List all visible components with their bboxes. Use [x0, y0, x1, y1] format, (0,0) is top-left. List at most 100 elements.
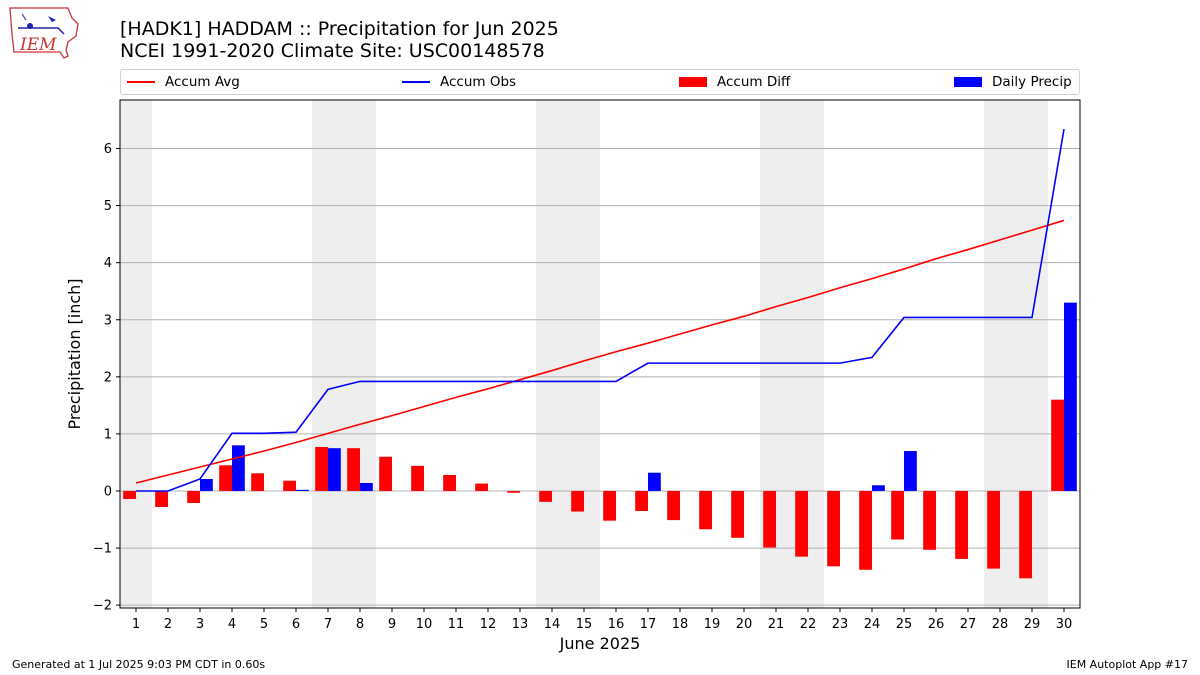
x-tick-label: 10 — [416, 617, 433, 632]
x-tick-label: 17 — [640, 617, 657, 632]
x-tick-label: 16 — [608, 617, 625, 632]
legend-item-daily-precip: Daily Precip — [954, 70, 1072, 94]
accum-diff-bar — [891, 490, 904, 540]
accum-diff-bar — [1051, 399, 1064, 491]
x-tick-label: 3 — [196, 617, 204, 632]
weekend-band — [120, 100, 152, 608]
x-tick-label: 19 — [704, 617, 721, 632]
x-tick-label: 12 — [480, 617, 497, 632]
iem-logo: IEM — [8, 4, 82, 60]
x-tick-label: 18 — [672, 617, 689, 632]
x-tick-label: 9 — [388, 617, 396, 632]
iowa-map-icon: IEM — [9, 7, 79, 59]
accum-avg-line — [135, 219, 1065, 484]
y-tick-label: 0 — [104, 484, 112, 499]
accum-diff-bar — [155, 490, 168, 507]
accum-diff-bar — [411, 465, 424, 491]
daily-precip-bar — [200, 479, 213, 491]
x-axis-label: June 2025 — [559, 634, 641, 653]
accum-diff-bar — [443, 475, 456, 491]
accum-diff-bar — [251, 473, 264, 491]
legend-swatch-accum-obs — [402, 81, 430, 83]
daily-precip-bar — [328, 448, 341, 491]
legend-label-accum-avg: Accum Avg — [165, 74, 240, 90]
daily-precip-bar — [1064, 302, 1077, 491]
y-tick-label: −1 — [93, 542, 112, 557]
y-tick-label: 2 — [104, 370, 112, 385]
chart-subtitle: NCEI 1991-2020 Climate Site: USC00148578 — [120, 40, 545, 62]
x-tick-label: 27 — [960, 617, 977, 632]
y-axis-label: Precipitation [inch] — [65, 278, 84, 429]
x-tick-label: 24 — [864, 617, 881, 632]
x-tick-label: 6 — [292, 617, 300, 632]
x-tick-label: 23 — [832, 617, 849, 632]
accum-diff-bar — [635, 490, 648, 511]
x-tick-label: 2 — [164, 617, 172, 632]
accum-diff-bar — [347, 448, 360, 491]
accum-diff-bar — [763, 490, 776, 548]
x-tick-label: 29 — [1024, 617, 1041, 632]
footer-generated: Generated at 1 Jul 2025 9:03 PM CDT in 0… — [12, 658, 266, 671]
y-tick-label: −2 — [93, 599, 112, 614]
legend-item-accum-obs: Accum Obs — [402, 70, 516, 94]
x-tick-label: 11 — [448, 617, 465, 632]
accum-diff-bar — [187, 490, 200, 503]
daily-precip-bar — [872, 485, 885, 491]
x-tick-label: 30 — [1056, 617, 1073, 632]
weekend-band — [312, 100, 376, 608]
x-tick-label: 7 — [324, 617, 332, 632]
x-tick-label: 5 — [260, 617, 268, 632]
legend-swatch-daily-precip — [954, 77, 982, 87]
accum-diff-bar — [315, 447, 328, 491]
accum-diff-bar — [699, 490, 712, 530]
chart-legend: Accum Avg Accum Obs Accum Diff Daily Pre… — [120, 69, 1080, 95]
legend-item-accum-diff: Accum Diff — [679, 70, 790, 94]
y-tick-label: 3 — [104, 313, 112, 328]
x-tick-label: 22 — [800, 617, 817, 632]
x-tick-label: 26 — [928, 617, 945, 632]
accum-diff-bar — [1019, 490, 1032, 579]
accum-diff-bar — [859, 490, 872, 570]
accum-diff-bar — [379, 456, 392, 491]
accum-diff-bar — [571, 490, 584, 512]
footer-app: IEM Autoplot App #17 — [1066, 658, 1189, 671]
plot-frame — [119, 99, 1081, 609]
accum-diff-bar — [731, 490, 744, 538]
x-tick-label: 1 — [132, 617, 140, 632]
legend-item-accum-avg: Accum Avg — [127, 70, 240, 94]
x-tick-label: 8 — [356, 617, 364, 632]
x-tick-label: 4 — [228, 617, 236, 632]
y-tick-label: 5 — [104, 199, 112, 214]
accum-diff-bar — [123, 490, 136, 499]
accum-diff-bar — [539, 490, 552, 502]
accum-diff-bar — [667, 490, 680, 521]
x-tick-label: 14 — [544, 617, 561, 632]
accum-obs-line — [136, 128, 1065, 492]
legend-swatch-accum-avg — [127, 81, 155, 83]
accum-diff-bar — [827, 490, 840, 567]
accum-diff-bar — [987, 490, 1000, 569]
daily-precip-bar — [360, 482, 373, 491]
legend-swatch-accum-diff — [679, 77, 707, 87]
daily-precip-bar — [648, 472, 661, 491]
accum-diff-bar — [955, 490, 968, 559]
daily-precip-bar — [232, 445, 245, 491]
chart-title: [HADK1] HADDAM :: Precipitation for Jun … — [120, 18, 559, 40]
daily-precip-bar — [296, 489, 309, 491]
y-tick-label: 4 — [104, 256, 112, 271]
y-tick-label: 6 — [104, 142, 112, 157]
legend-label-accum-diff: Accum Diff — [717, 74, 791, 90]
accum-diff-bar — [475, 483, 488, 491]
accum-diff-bar — [603, 490, 616, 521]
x-tick-label: 13 — [512, 617, 529, 632]
legend-label-accum-obs: Accum Obs — [440, 74, 517, 90]
logo-text: IEM — [19, 35, 57, 55]
x-tick-label: 25 — [896, 617, 913, 632]
accum-diff-bar — [923, 490, 936, 550]
x-tick-label: 20 — [736, 617, 753, 632]
x-tick-label: 28 — [992, 617, 1009, 632]
legend-label-daily-precip: Daily Precip — [992, 74, 1072, 90]
weekend-band — [536, 100, 600, 608]
accum-diff-bar — [795, 490, 808, 557]
